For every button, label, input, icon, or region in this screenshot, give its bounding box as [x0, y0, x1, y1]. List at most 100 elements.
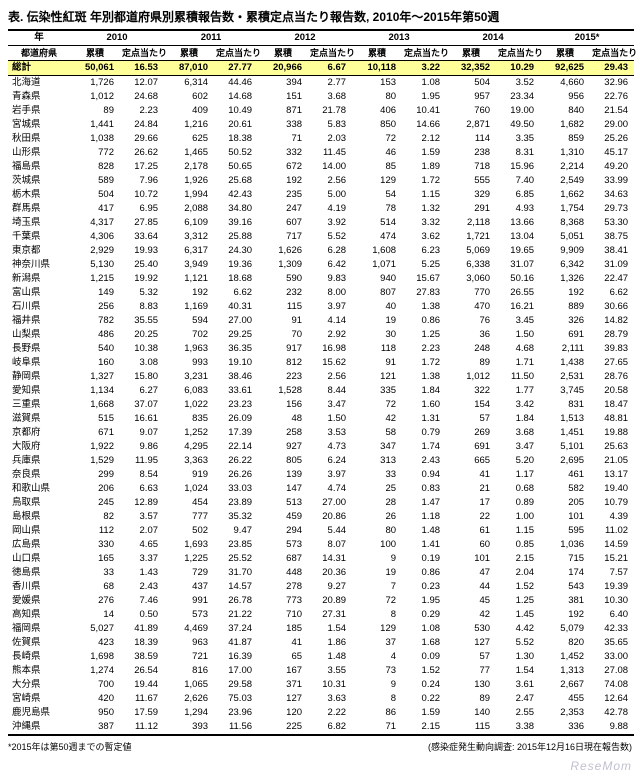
value-cell: 25.26	[590, 132, 634, 146]
value-cell: 17.00	[214, 664, 258, 678]
value-cell: 53.30	[590, 216, 634, 230]
value-cell: 26.26	[214, 468, 258, 482]
value-cell: 9.47	[214, 524, 258, 538]
value-cell: 0.85	[496, 538, 540, 552]
value-cell: 38.46	[214, 370, 258, 384]
value-cell: 1.43	[120, 566, 164, 580]
value-cell: 889	[540, 300, 590, 314]
value-cell: 6.24	[308, 454, 352, 468]
value-cell: 37	[352, 636, 402, 650]
value-cell: 37.24	[214, 622, 258, 636]
value-cell: 782	[70, 314, 120, 328]
pref-cell: 青森県	[8, 90, 70, 104]
pref-cell: 富山県	[8, 286, 70, 300]
value-cell: 963	[164, 636, 214, 650]
value-cell: 206	[70, 482, 120, 496]
table-head: 年201020112012201320142015* 都道府県累積定点当たり累積…	[8, 30, 634, 61]
value-cell: 20,966	[258, 61, 308, 76]
table-row: 静岡県1,32715.803,23138.462232.561211.381,0…	[8, 370, 634, 384]
value-cell: 10.49	[214, 104, 258, 118]
value-cell: 91	[258, 314, 308, 328]
value-cell: 11.50	[496, 370, 540, 384]
value-cell: 114	[446, 132, 496, 146]
value-cell: 1,513	[540, 412, 590, 426]
value-cell: 2,118	[446, 216, 496, 230]
total-row: 総計50,06116.5387,01027.7720,9666.6710,118…	[8, 61, 634, 76]
pref-cell: 埼玉県	[8, 216, 70, 230]
pref-cell: 愛媛県	[8, 594, 70, 608]
value-cell: 1,528	[258, 384, 308, 398]
value-cell: 60	[446, 538, 496, 552]
value-cell: 940	[352, 272, 402, 286]
value-cell: 40	[352, 300, 402, 314]
value-cell: 3.92	[308, 216, 352, 230]
value-cell: 927	[258, 440, 308, 454]
value-cell: 121	[352, 370, 402, 384]
value-cell: 1,926	[164, 174, 214, 188]
value-cell: 1.41	[402, 538, 446, 552]
value-cell: 1,038	[70, 132, 120, 146]
value-cell: 16.39	[214, 650, 258, 664]
value-cell: 9	[352, 552, 402, 566]
value-cell: 1,682	[540, 118, 590, 132]
table-row: 佐賀県42318.3996341.87411.86371.681275.5282…	[8, 636, 634, 650]
value-cell: 48	[258, 412, 308, 426]
value-cell: 1.31	[402, 412, 446, 426]
value-cell: 5.44	[308, 524, 352, 538]
value-cell: 9,909	[540, 244, 590, 258]
value-cell: 28.76	[590, 370, 634, 384]
value-cell: 13.17	[590, 468, 634, 482]
value-cell: 45.17	[590, 146, 634, 160]
table-row: 埼玉県4,31727.856,10939.166073.925143.322,1…	[8, 216, 634, 230]
value-cell: 729	[164, 566, 214, 580]
value-cell: 1,012	[70, 90, 120, 104]
value-cell: 5.52	[496, 636, 540, 650]
value-cell: 223	[258, 370, 308, 384]
value-cell: 2,626	[164, 692, 214, 706]
pref-cell: 徳島県	[8, 566, 70, 580]
value-cell: 47	[446, 566, 496, 580]
value-cell: 54	[352, 188, 402, 202]
value-cell: 1,994	[164, 188, 214, 202]
value-cell: 1,225	[164, 552, 214, 566]
value-cell: 25.52	[214, 552, 258, 566]
value-cell: 147	[258, 482, 308, 496]
value-cell: 33.64	[120, 230, 164, 244]
value-cell: 6.95	[120, 202, 164, 216]
pref-cell: 山形県	[8, 146, 70, 160]
value-cell: 0.68	[496, 482, 540, 496]
table-row: 石川県2568.831,16940.311153.97401.3847016.2…	[8, 300, 634, 314]
pref-cell: 静岡県	[8, 370, 70, 384]
value-cell: 820	[540, 636, 590, 650]
value-cell: 23.85	[214, 538, 258, 552]
value-cell: 461	[540, 468, 590, 482]
value-cell: 16.98	[308, 342, 352, 356]
value-cell: 291	[446, 202, 496, 216]
table-row: 東京都2,92919.936,31724.301,6266.281,6086.2…	[8, 244, 634, 258]
value-cell: 21.05	[590, 454, 634, 468]
value-cell: 687	[258, 552, 308, 566]
table-row: 高知県140.5057321.2271027.3180.29421.451926…	[8, 608, 634, 622]
value-cell: 602	[164, 90, 214, 104]
table-row: 広島県3304.651,69323.855738.071001.41600.85…	[8, 538, 634, 552]
value-cell: 17.39	[214, 426, 258, 440]
value-cell: 18.38	[214, 132, 258, 146]
table-row: 群馬県4176.952,08834.802474.19781.322914.93…	[8, 202, 634, 216]
value-cell: 1.08	[402, 622, 446, 636]
value-cell: 2,695	[540, 454, 590, 468]
value-cell: 2.23	[120, 104, 164, 118]
value-cell: 4	[352, 650, 402, 664]
value-cell: 225	[258, 720, 308, 735]
value-cell: 14.57	[214, 580, 258, 594]
value-cell: 58	[352, 426, 402, 440]
value-cell: 3,231	[164, 370, 214, 384]
value-cell: 1.15	[496, 524, 540, 538]
value-cell: 0.83	[402, 482, 446, 496]
value-cell: 9.07	[120, 426, 164, 440]
value-cell: 49.50	[496, 118, 540, 132]
value-cell: 71	[258, 132, 308, 146]
value-cell: 27.83	[402, 286, 446, 300]
value-cell: 27.31	[308, 608, 352, 622]
value-cell: 9.86	[120, 440, 164, 454]
value-cell: 5,027	[70, 622, 120, 636]
